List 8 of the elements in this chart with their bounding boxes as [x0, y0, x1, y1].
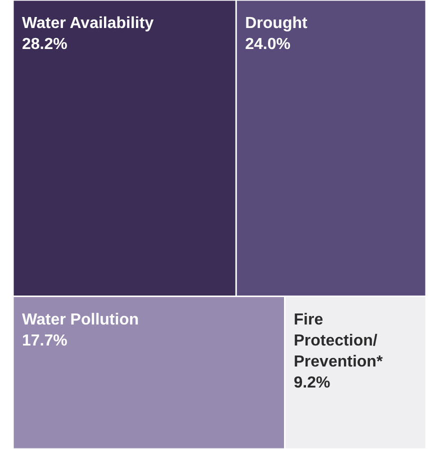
data-label: 24.0%: [245, 36, 290, 53]
category-label: Water Pollution: [22, 311, 139, 328]
data-label: 28.2%: [22, 36, 68, 53]
data-label: 9.2%: [294, 374, 330, 392]
category-label: Fire Protection/ Prevention*: [294, 311, 384, 370]
category-label: Drought: [245, 15, 308, 32]
category-label: Water Availability: [22, 15, 154, 32]
data-label: 17.7%: [22, 332, 68, 350]
